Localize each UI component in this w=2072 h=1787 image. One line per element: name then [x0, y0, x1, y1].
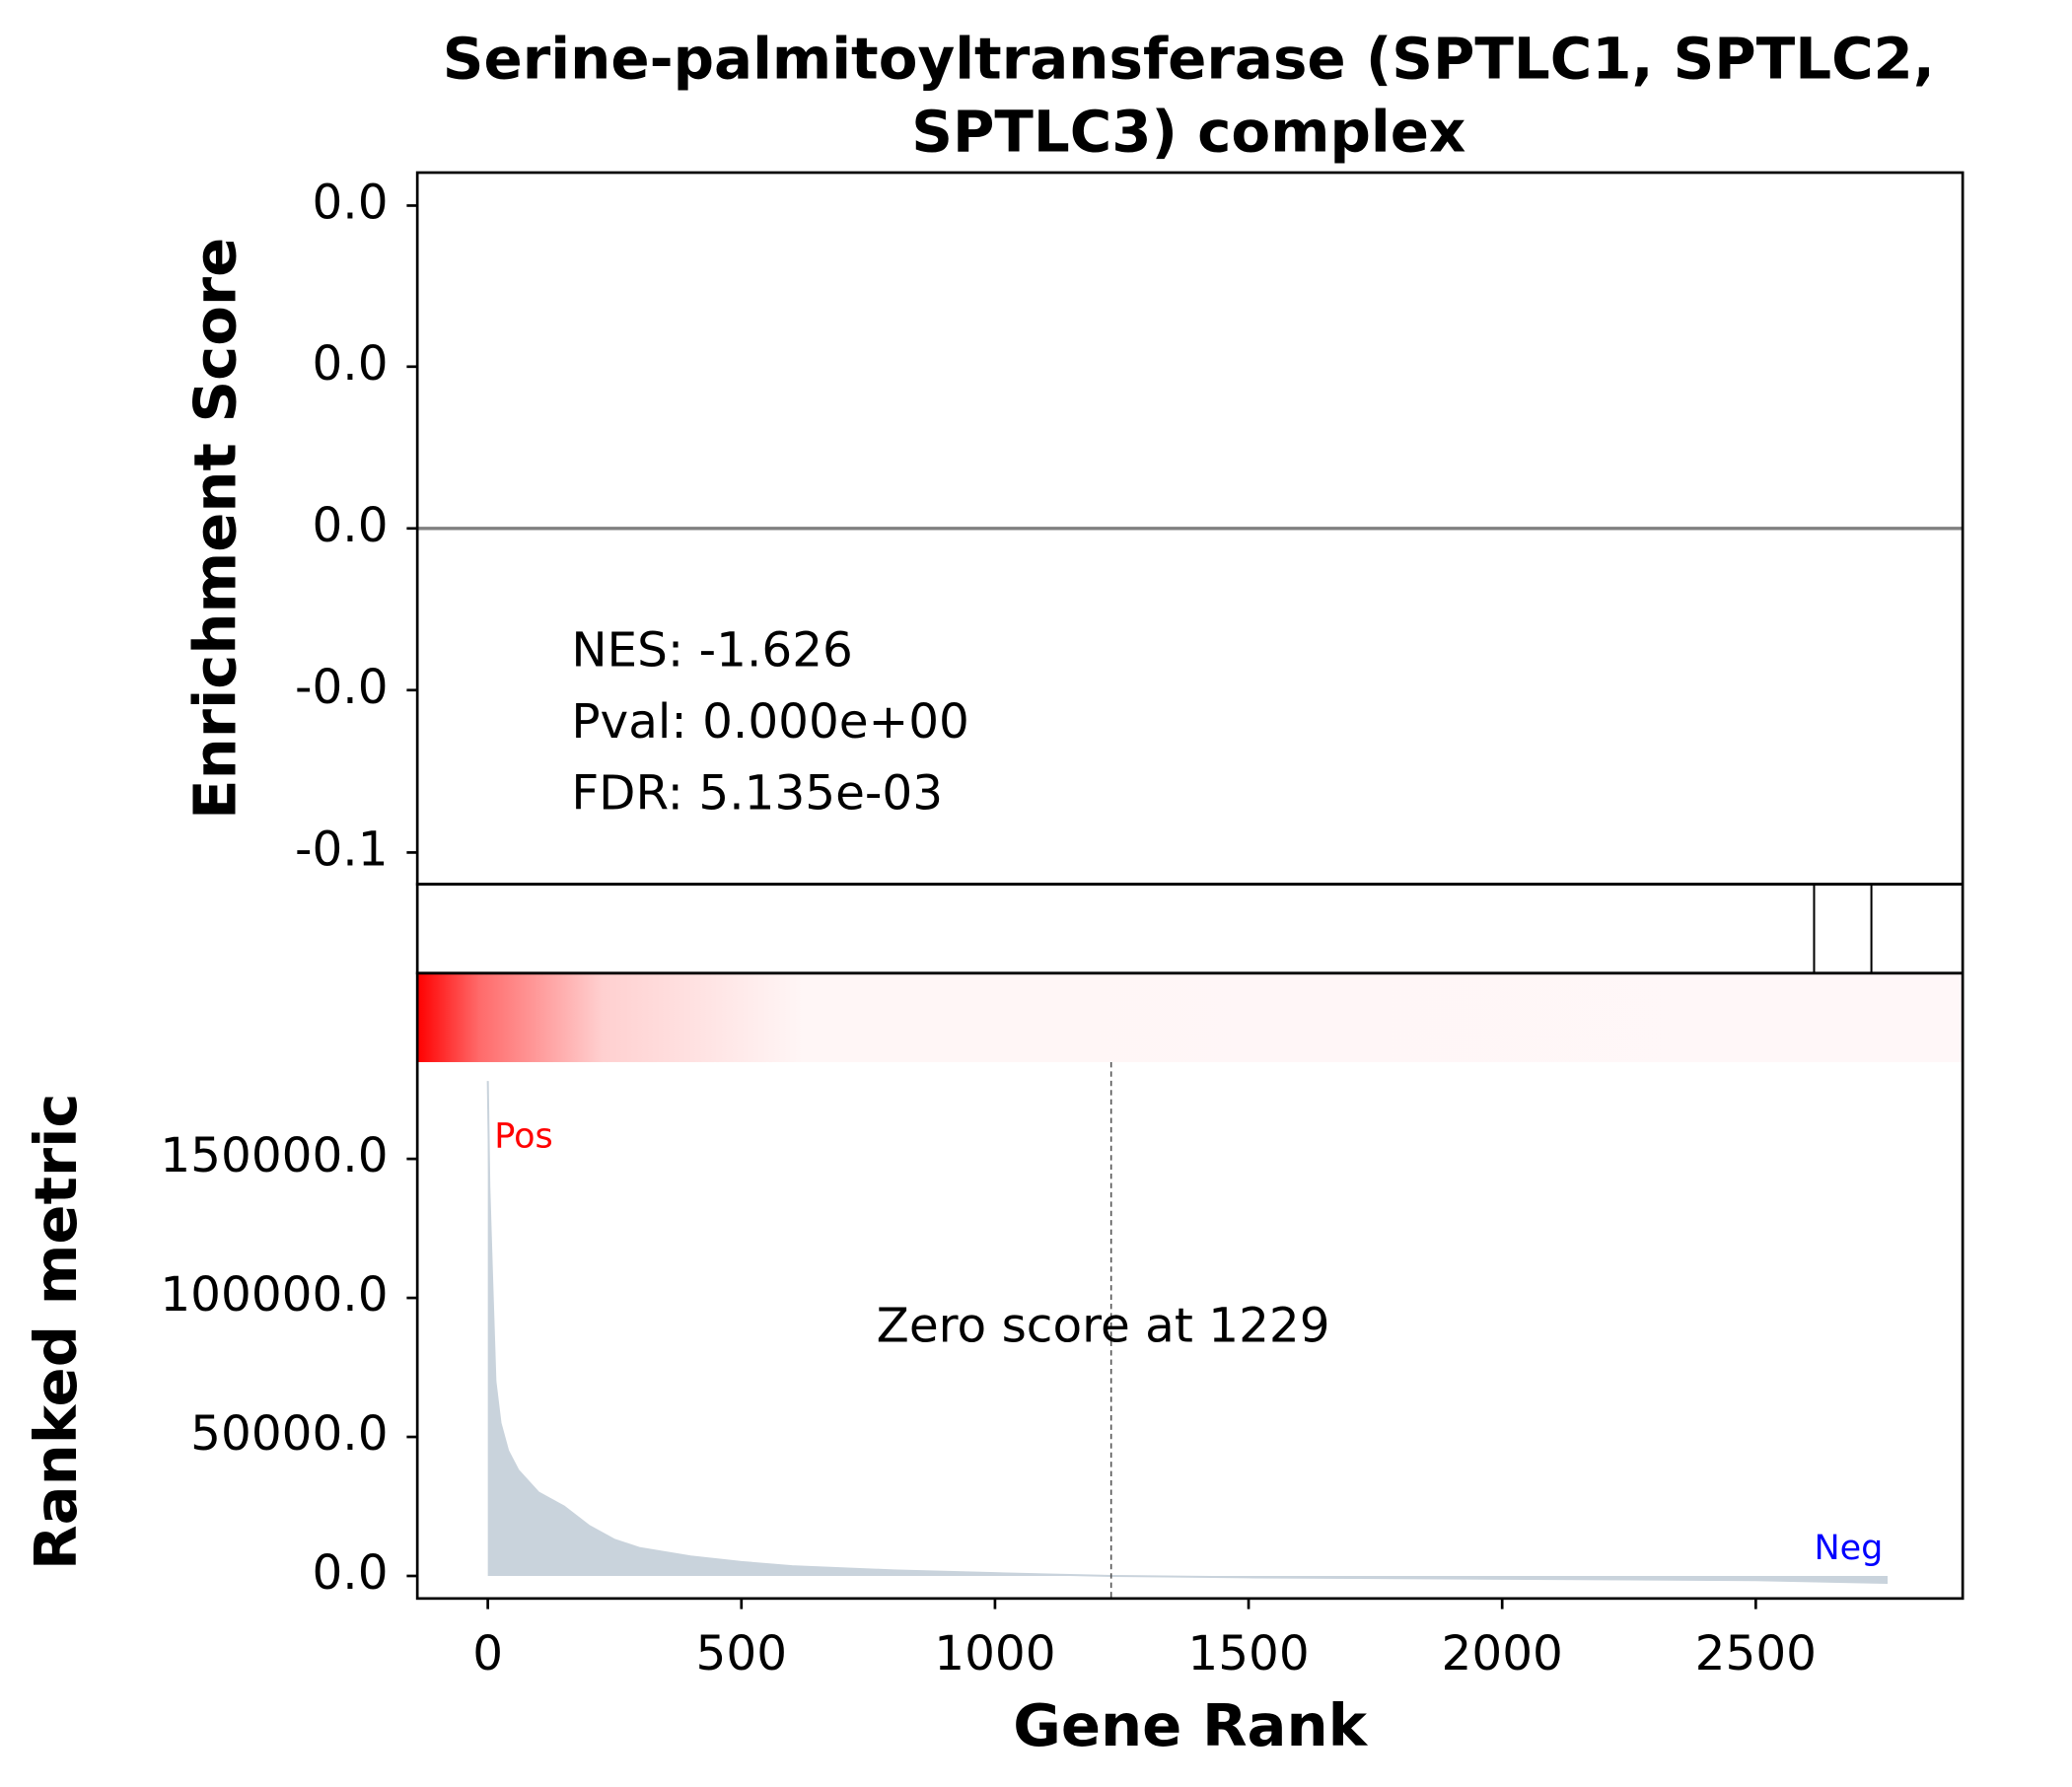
- y-tick-label: 0.0: [312, 1545, 388, 1601]
- heatmap-band: [417, 972, 1964, 1062]
- plot-content: 0.0 0.0 0.0 -0.0 -0.1 NES: -1.626 Pval: 0.000e…: [160, 175, 1964, 1681]
- chart-title: Serine-palmitoyltransferase (SPTLC1, SPT…: [443, 25, 1935, 92]
- stats-annotation: NES: -1.626: [571, 622, 853, 678]
- y-tick-label: 100000.0: [160, 1267, 388, 1322]
- x-tick-label: 500: [696, 1626, 787, 1681]
- x-tick-label: 0: [472, 1626, 503, 1681]
- y-axis-label: Ranked metric: [22, 1094, 90, 1570]
- y-tick-label: 0.0: [312, 175, 388, 230]
- stats-annotation: FDR: 5.135e-03: [571, 766, 943, 822]
- x-tick-label: 1000: [934, 1626, 1055, 1681]
- y-tick-label: 50000.0: [190, 1406, 388, 1462]
- zero-score-label: Zero score at 1229: [877, 1299, 1330, 1354]
- pos-label: Pos: [494, 1117, 553, 1157]
- metric-line: [486, 1081, 1889, 1585]
- stats-annotation: Pval: 0.000e+00: [571, 694, 969, 750]
- hits-panel-frame: [415, 883, 1965, 975]
- x-axis-label: Gene Rank: [1013, 1691, 1368, 1759]
- y-tick-label: 0.0: [312, 498, 388, 553]
- x-tick-label: 2000: [1442, 1626, 1563, 1681]
- y-tick-label: 150000.0: [160, 1128, 388, 1183]
- x-tick-label: 1500: [1187, 1626, 1309, 1681]
- y-tick-label: 0.0: [312, 336, 388, 392]
- neg-label: Neg: [1814, 1529, 1883, 1568]
- y-tick-label: -0.0: [295, 660, 389, 715]
- chart-title: SPTLC3) complex: [911, 98, 1465, 165]
- y-tick-label: -0.1: [295, 822, 389, 877]
- y-axis-label: Enrichment Score: [181, 238, 250, 820]
- metric-panel-frame: [415, 971, 1965, 1601]
- x-tick-label: 2500: [1695, 1626, 1817, 1681]
